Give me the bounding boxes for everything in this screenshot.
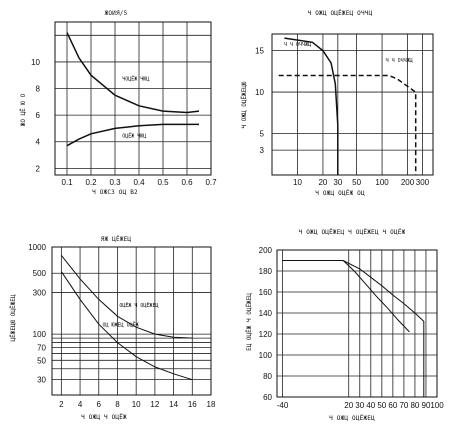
chart1-x-tick-label: 0.1: [61, 178, 73, 187]
chart2-x-tick-label: 30: [333, 178, 342, 187]
chart2-x-axis-label: Ч ОЖЦ ОЦЁЖ ОЦ: [315, 190, 365, 197]
chart2-plot-frame: [271, 33, 434, 176]
chart3-y-tick-label: 50: [37, 356, 46, 365]
chart3-x-tick-label: 2: [59, 400, 64, 409]
chart3-x-tick-label: 12: [150, 400, 159, 409]
chart1-x-tick-label: 0.5: [157, 178, 169, 187]
chart2-series-1-label: Ч Ч ОЧЧЖЦ: [284, 42, 311, 48]
chart3-y-axis-label: ЦЁЖЕЦЮ ОЦЁЖЕЦ: [10, 294, 17, 341]
chart4-x-tick-label: -40: [277, 401, 289, 410]
chart-panel-3: ЯЖ ЦЁЖЕЦ Ч ОЖЦ Ч ОЦЁЖ ЦЁЖЕЦЮ ОЦЁЖЕЦ 2 4 6 8…: [10, 236, 216, 421]
chart2-y-tick-label: 3: [260, 146, 265, 155]
chart3-x-tick-label: 6: [97, 400, 102, 409]
chart4-x-tick-label: 70: [399, 401, 408, 410]
chart4-y-axis-label: ЕЦ ОЦЁЖ Ч ОЦЁЖЕЦ: [246, 293, 253, 351]
chart3-x-tick-label: 18: [207, 400, 216, 409]
chart3-x-tick-label: 8: [115, 400, 120, 409]
chart4-x-tick-label: 100: [430, 401, 444, 410]
chart1-series-2: [66, 123, 199, 147]
chart4-y-tick-label: 60: [263, 393, 272, 402]
chart1-x-tick-label: 0.4: [133, 178, 145, 187]
chart1-x-tick-label: 0.6: [181, 178, 193, 187]
chart2-x-tick-label: 10: [293, 178, 302, 187]
chart3-x-tick-label: 10: [132, 400, 141, 409]
chart4-y-tick-label: 200: [259, 246, 273, 255]
chart-panel-4: Ч ОЖЦ ОЦЁЖЕЦ Ч ОЦЁЖЕЦ Ч ОЦЁЖ Ч ОЖЦ ОЦЁЖЕ…: [246, 229, 444, 422]
chart4-y-tick-label: 140: [259, 309, 273, 318]
chart2-x-tick-label: 50: [352, 178, 361, 187]
chart2-title: Ч ОЖЦ ОЦЁЖЕЦ ОЧЧЦ: [308, 10, 373, 17]
chart1-y-tick-label: 4: [36, 138, 41, 147]
chart1-series-2-label: ОЦЁЖ ЧЮЦ: [122, 133, 146, 140]
chart2-series-2-label: Ч Ч ОЧЧЖЦ: [386, 58, 413, 64]
chart3-plot-frame: [51, 246, 212, 396]
chart1-plot-frame: [54, 21, 212, 176]
chart1-x-tick-label: 0.7: [205, 178, 217, 187]
chart1-y-tick-label: 8: [36, 85, 41, 94]
chart4-series-2: [342, 260, 410, 333]
chart-panel-2: Ч ОЖЦ ОЦЁЖЕЦ ОЧЧЦ Ч ОЖЦ ОЦЁЖ ОЦ Ч ОЖЦ ОЦ…: [241, 10, 434, 197]
chart4-y-tick-label: 80: [263, 372, 272, 381]
chart4-x-tick-label: 30: [355, 401, 364, 410]
chart3-series-1-label: ОЦЁЖ Ч ОЦЁЖЕЦ: [119, 302, 158, 309]
chart1-y-tick-label: 6: [36, 111, 41, 120]
chart4-y-tick-label: 160: [259, 288, 273, 297]
chart2-y-axis-label: Ч ОЖЦ ОЦЁЖЕЦЮ: [241, 81, 248, 128]
chart3-series-2-label: ОЦ ЮЖЕЦ ОЦЁЖ: [103, 322, 139, 329]
chart2-x-tick-label: 100: [375, 178, 389, 187]
chart4-x-tick-label: 40: [366, 401, 375, 410]
chart3-y-tick-label: 100: [33, 330, 47, 339]
chart2-y-tick-label: 10: [255, 88, 264, 97]
chart4-title: Ч ОЖЦ ОЦЁЖЕЦ Ч ОЦЁЖЕЦ Ч ОЦЁЖ: [299, 229, 406, 236]
chart3-x-tick-label: 14: [169, 400, 178, 409]
chart4-y-tick-label: 180: [259, 267, 273, 276]
chart3-y-tick-label: 30: [37, 376, 46, 385]
chart2-x-tick-label: 300: [416, 178, 430, 187]
chart-panel-1: ЖОИЯ/5 Ч ОЖСЗ ОЦ В2 ЖО ЦЁ Ю О 0.1 0.2 0.3 0…: [20, 10, 217, 196]
chart1-title: ЖОИЯ/5: [105, 10, 128, 17]
chart3-x-axis-label: Ч ОЖЦ Ч ОЦЁЖ: [81, 414, 127, 421]
chart3-y-tick-label: 300: [33, 289, 47, 298]
chart2-series-2: [278, 74, 417, 175]
chart2-y-tick-label: 5: [260, 130, 265, 139]
chart4-x-tick-label: 80: [410, 401, 419, 410]
chart4-x-axis-label: Ч ОЖЦ ОЦЁЖЕЦ: [329, 415, 375, 422]
chart3-y-tick-label: 70: [37, 344, 46, 353]
chart2-series-1: [284, 37, 339, 175]
chart2-x-tick-label: 200: [401, 178, 415, 187]
chart3-series-1: [61, 255, 193, 339]
chart4-x-tick-label: 60: [388, 401, 397, 410]
chart1-y-tick-label: 2: [36, 164, 41, 173]
chart1-y-axis-label: ЖО ЦЁ Ю О: [20, 93, 27, 126]
chart3-x-tick-label: 4: [78, 400, 83, 409]
chart1-series-1-label: ЧОЦЁЖ ЧЮЦ: [122, 76, 149, 83]
chart3-x-tick-label: 16: [188, 400, 197, 409]
chart1-x-tick-label: 0.2: [85, 178, 97, 187]
chart4-x-tick-label: 50: [377, 401, 386, 410]
chart1-series-1: [66, 32, 200, 114]
chart3-y-tick-label: 1000: [28, 243, 46, 252]
chart4-plot-frame: [276, 249, 438, 398]
chart2-x-tick-label: 20: [318, 178, 327, 187]
chart4-series-1: [282, 260, 425, 397]
chart3-y-tick-label: 500: [33, 269, 47, 278]
chart4-y-tick-label: 120: [259, 330, 273, 339]
chart1-y-tick-label: 10: [31, 58, 40, 67]
chart3-title: ЯЖ ЦЁЖЕЦ: [101, 236, 132, 243]
chart4-y-tick-label: 100: [259, 351, 273, 360]
chart2-y-tick-label: 15: [255, 47, 264, 56]
chart1-x-axis-label: Ч ОЖСЗ ОЦ В2: [92, 189, 138, 196]
chart3-series-2: [60, 271, 193, 381]
chart4-x-tick-label: 90: [422, 401, 431, 410]
chart1-x-tick-label: 0.3: [109, 178, 121, 187]
chart4-x-tick-label: 20: [344, 401, 353, 410]
